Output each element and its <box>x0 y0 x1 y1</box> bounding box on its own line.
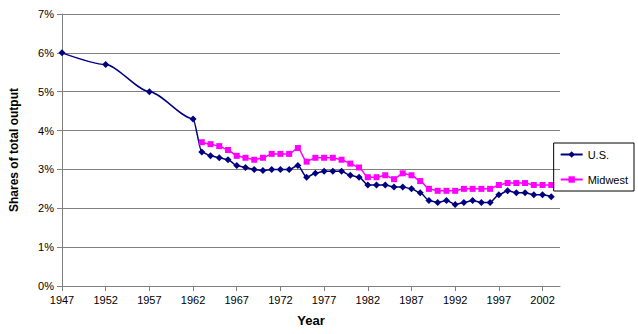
svg-text:Shares of total output: Shares of total output <box>7 88 21 212</box>
svg-text:5%: 5% <box>38 86 54 98</box>
svg-text:1972: 1972 <box>268 294 292 306</box>
svg-text:1977: 1977 <box>312 294 336 306</box>
svg-text:3%: 3% <box>38 163 54 175</box>
svg-text:1947: 1947 <box>50 294 74 306</box>
svg-text:1952: 1952 <box>93 294 117 306</box>
svg-text:4%: 4% <box>38 125 54 137</box>
svg-text:1982: 1982 <box>356 294 380 306</box>
svg-text:1957: 1957 <box>137 294 161 306</box>
svg-text:2%: 2% <box>38 202 54 214</box>
svg-text:1987: 1987 <box>399 294 423 306</box>
svg-text:0%: 0% <box>38 280 54 292</box>
svg-text:7%: 7% <box>38 8 54 20</box>
svg-text:Year: Year <box>297 313 324 328</box>
svg-text:1992: 1992 <box>443 294 467 306</box>
svg-text:1967: 1967 <box>224 294 248 306</box>
svg-text:1997: 1997 <box>487 294 511 306</box>
svg-text:2002: 2002 <box>530 294 554 306</box>
svg-text:U.S.: U.S. <box>588 149 609 161</box>
svg-text:1%: 1% <box>38 241 54 253</box>
svg-text:1962: 1962 <box>181 294 205 306</box>
svg-text:Midwest: Midwest <box>588 174 628 186</box>
svg-text:6%: 6% <box>38 47 54 59</box>
